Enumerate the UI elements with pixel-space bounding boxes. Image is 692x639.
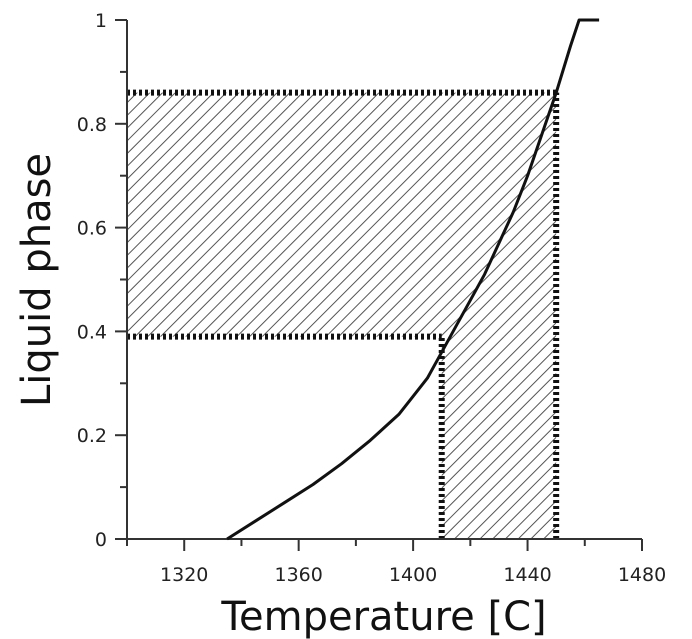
hatched-band-vertical — [442, 337, 556, 539]
x-tick-label: 1320 — [160, 564, 208, 586]
x-tick-label: 1360 — [274, 564, 322, 586]
y-tick-label: 0.6 — [77, 218, 107, 240]
y-tick-label: 0 — [95, 529, 107, 551]
y-tick-label: 0.4 — [77, 321, 107, 343]
x-tick-label: 1440 — [503, 564, 551, 586]
y-tick-label: 1 — [95, 10, 107, 32]
y-tick-label: 0.2 — [77, 425, 107, 447]
y-tick-label: 0.8 — [77, 114, 107, 136]
y-axis-label: Liquid phase — [14, 153, 60, 407]
x-tick-label: 1400 — [389, 564, 437, 586]
x-axis-label: Temperature [C] — [220, 594, 546, 639]
x-tick-label: 1480 — [618, 564, 666, 586]
hatched-band-horizontal — [127, 93, 556, 337]
hatched-regions — [127, 93, 556, 539]
